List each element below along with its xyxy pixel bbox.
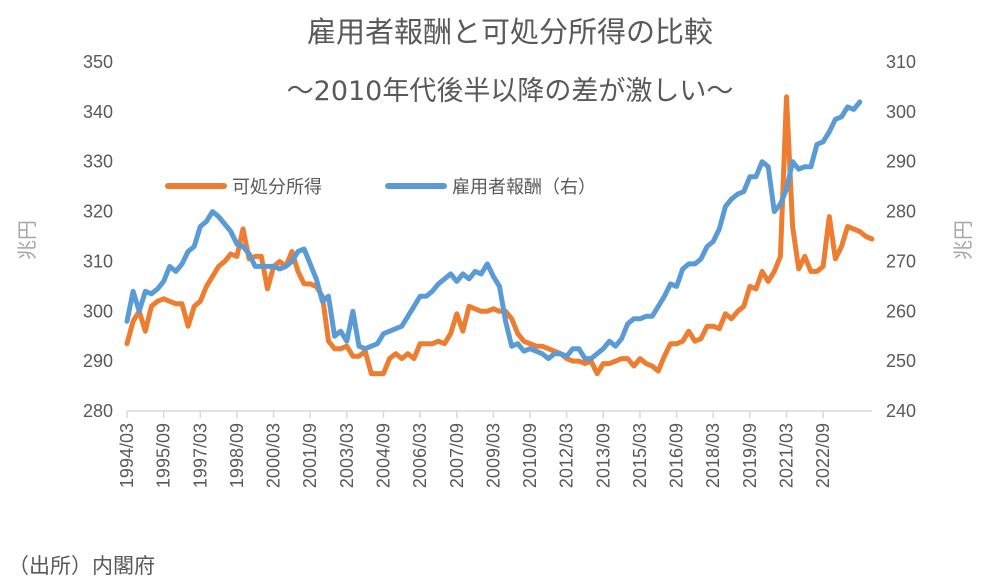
x-tick-label: 2019/09 (740, 423, 760, 488)
series-line-disposable-income (124, 94, 875, 377)
x-tick-label: 2013/09 (593, 423, 613, 488)
legend: 可処分所得 雇用者報酬（右） (165, 177, 596, 198)
x-tick-label: 2000/03 (264, 423, 284, 488)
x-tick-label: 2016/09 (667, 423, 687, 488)
left-tick-label: 310 (83, 251, 113, 271)
legend-label-employee-compensation: 雇用者報酬（右） (452, 177, 596, 198)
x-tick-label: 2009/03 (483, 423, 503, 488)
right-tick-label: 260 (886, 301, 916, 321)
x-tick-label: 2010/09 (520, 423, 540, 488)
right-tick-label: 280 (886, 202, 916, 222)
left-axis-label: 兆円 (15, 220, 39, 260)
series-line-employee-compensation (124, 99, 863, 362)
right-tick-label: 310 (886, 52, 916, 72)
right-tick-label: 270 (886, 251, 916, 271)
left-tick-label: 340 (83, 102, 113, 122)
left-tick-label: 320 (83, 202, 113, 222)
chart-subtitle: ～2010年代後半以降の差が激しい～ (287, 76, 734, 107)
right-y-axis: 240 250 260 270 280 290 300 310 (886, 52, 916, 421)
source-note: （出所）内閣府 (8, 554, 155, 578)
x-tick-label: 2004/09 (373, 423, 393, 488)
x-tick-label: 2001/09 (300, 423, 320, 488)
chart-title: 雇用者報酬と可処分所得の比較 (307, 15, 713, 49)
x-axis: 1994/03 1995/09 1997/03 1998/09 2000/03 2001/… (117, 411, 833, 488)
left-y-axis: 280 290 300 310 320 330 340 350 (83, 52, 113, 421)
left-tick-label: 290 (83, 351, 113, 371)
right-tick-label: 250 (886, 351, 916, 371)
series-lines (124, 94, 875, 377)
left-tick-label: 280 (83, 401, 113, 421)
x-tick-label: 1995/09 (154, 423, 174, 488)
legend-label-disposable-income: 可処分所得 (232, 177, 322, 198)
x-tick-label: 2018/03 (703, 423, 723, 488)
right-tick-label: 300 (886, 102, 916, 122)
x-tick-label: 2006/03 (410, 423, 430, 488)
x-tick-label: 2021/03 (777, 423, 797, 488)
left-tick-label: 350 (83, 52, 113, 72)
x-tick-label: 2003/03 (337, 423, 357, 488)
x-tick-label: 2012/03 (557, 423, 577, 488)
right-tick-label: 290 (886, 152, 916, 172)
x-tick-label: 1998/09 (227, 423, 247, 488)
left-tick-label: 330 (83, 152, 113, 172)
x-tick-label: 2015/03 (630, 423, 650, 488)
right-axis-label: 兆円 (951, 220, 975, 260)
x-tick-label: 2007/09 (447, 423, 467, 488)
x-tick-label: 1997/03 (190, 423, 210, 488)
right-tick-label: 240 (886, 401, 916, 421)
left-tick-label: 300 (83, 301, 113, 321)
x-tick-label: 2022/09 (813, 423, 833, 488)
x-tick-label: 1994/03 (117, 423, 137, 488)
